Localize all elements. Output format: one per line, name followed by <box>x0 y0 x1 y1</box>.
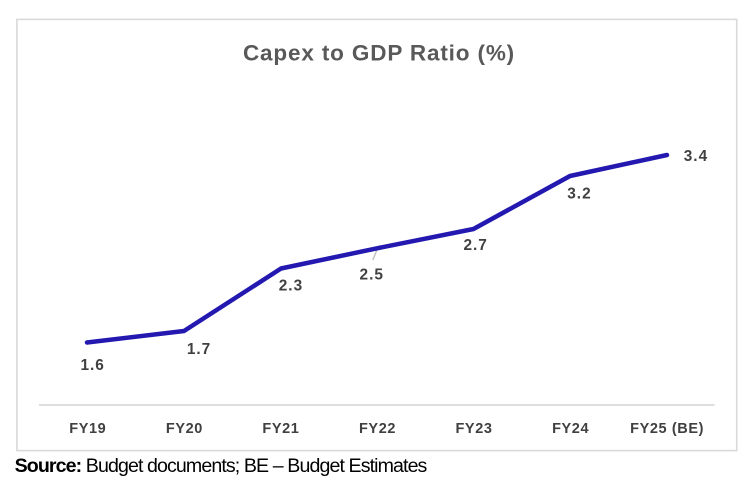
svg-text:FY21: FY21 <box>262 421 299 437</box>
svg-text:2.3: 2.3 <box>279 277 303 294</box>
svg-text:FY19: FY19 <box>69 421 106 437</box>
svg-text:1.7: 1.7 <box>187 341 211 358</box>
svg-text:2.5: 2.5 <box>360 266 384 283</box>
svg-text:3.4: 3.4 <box>684 148 708 165</box>
svg-text:1.6: 1.6 <box>80 357 104 374</box>
svg-text:2.7: 2.7 <box>463 237 487 254</box>
svg-text:Capex to GDP Ratio (%): Capex to GDP Ratio (%) <box>243 40 515 65</box>
svg-text:3.2: 3.2 <box>567 185 591 202</box>
svg-text:FY25 (BE): FY25 (BE) <box>630 421 704 437</box>
svg-text:FY24: FY24 <box>552 421 589 437</box>
svg-text:FY23: FY23 <box>455 421 492 437</box>
svg-text:FY20: FY20 <box>166 421 203 437</box>
svg-text:FY22: FY22 <box>359 421 396 437</box>
